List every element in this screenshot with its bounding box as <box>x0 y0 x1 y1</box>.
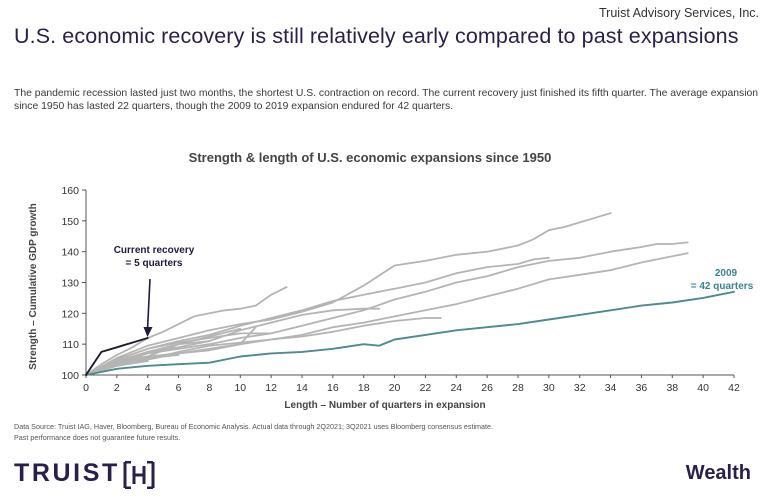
y-tick-label: 150 <box>61 216 79 228</box>
data-source-text: Data Source: Truist IAG, Haver, Bloomber… <box>14 422 494 431</box>
truist-hh-logo-icon <box>123 461 155 489</box>
expansion-2009-annotation: 2009 <box>715 268 738 279</box>
y-tick-label: 130 <box>61 278 79 290</box>
current-recovery-annotation: Current recovery <box>114 245 195 256</box>
expansion-2009-annotation-value: = 42 quarters <box>691 281 754 292</box>
x-tick-label: 20 <box>389 382 401 394</box>
past-expansion-line <box>85 326 257 376</box>
intro-paragraph: The pandemic recession lasted just two m… <box>14 88 759 112</box>
disclaimer-text: Past performance does not guarantee futu… <box>14 433 181 442</box>
past-expansion-line <box>85 307 381 376</box>
y-tick-label: 120 <box>61 308 79 320</box>
x-tick-label: 12 <box>265 382 277 394</box>
past-expansion-line <box>85 317 442 376</box>
x-axis-label: Length – Number of quarters in expansion <box>284 400 485 411</box>
x-tick-label: 38 <box>666 382 678 394</box>
x-tick-label: 42 <box>728 382 740 394</box>
expansions-line-chart: Strength & length of U.S. economic expan… <box>28 150 754 411</box>
x-tick-label: 22 <box>420 382 432 394</box>
wealth-label: Wealth <box>685 462 751 484</box>
x-tick-label: 32 <box>574 382 586 394</box>
past-expansion-line <box>85 360 149 376</box>
x-tick-label: 40 <box>697 382 709 394</box>
past-expansion-line <box>85 340 211 376</box>
page-title: U.S. economic recovery is still relative… <box>14 24 739 48</box>
current-recovery-annotation-value: = 5 quarters <box>126 258 183 269</box>
y-axis-label: Strength – Cumulative GDP growth <box>28 203 39 370</box>
data-source-note: Data Source: Truist IAG, Haver, Bloomber… <box>14 421 493 443</box>
x-tick-label: 8 <box>207 382 213 394</box>
x-tick-label: 34 <box>605 382 617 394</box>
x-tick-label: 16 <box>327 382 339 394</box>
x-tick-label: 14 <box>296 382 308 394</box>
x-tick-label: 28 <box>512 382 524 394</box>
x-tick-label: 30 <box>543 382 555 394</box>
x-tick-label: 0 <box>83 382 89 394</box>
brand-name: Truist Advisory Services, Inc. <box>599 6 759 20</box>
y-tick-label: 100 <box>61 370 79 382</box>
x-tick-label: 2 <box>114 382 120 394</box>
x-tick-label: 24 <box>450 382 462 394</box>
x-tick-label: 4 <box>145 382 151 394</box>
x-tick-label: 10 <box>234 382 246 394</box>
y-tick-label: 140 <box>61 247 79 259</box>
x-tick-label: 36 <box>636 382 648 394</box>
x-tick-label: 6 <box>176 382 182 394</box>
x-tick-label: 18 <box>358 382 370 394</box>
past-expansion-line <box>85 256 550 376</box>
annotation-arrow-shaft <box>146 278 151 331</box>
annotation-arrow-head <box>143 327 153 337</box>
expansion-2009-line <box>85 290 735 376</box>
y-tick-label: 160 <box>61 185 79 197</box>
y-tick-label: 110 <box>62 339 79 351</box>
chart-title: Strength & length of U.S. economic expan… <box>189 150 552 165</box>
past-expansion-line <box>85 241 689 376</box>
current-recovery-line <box>85 337 149 376</box>
x-tick-label: 26 <box>481 382 493 394</box>
past-expansion-line <box>85 212 612 376</box>
past-expansion-line <box>85 286 288 376</box>
truist-logo-text: TRUIST <box>14 459 120 487</box>
